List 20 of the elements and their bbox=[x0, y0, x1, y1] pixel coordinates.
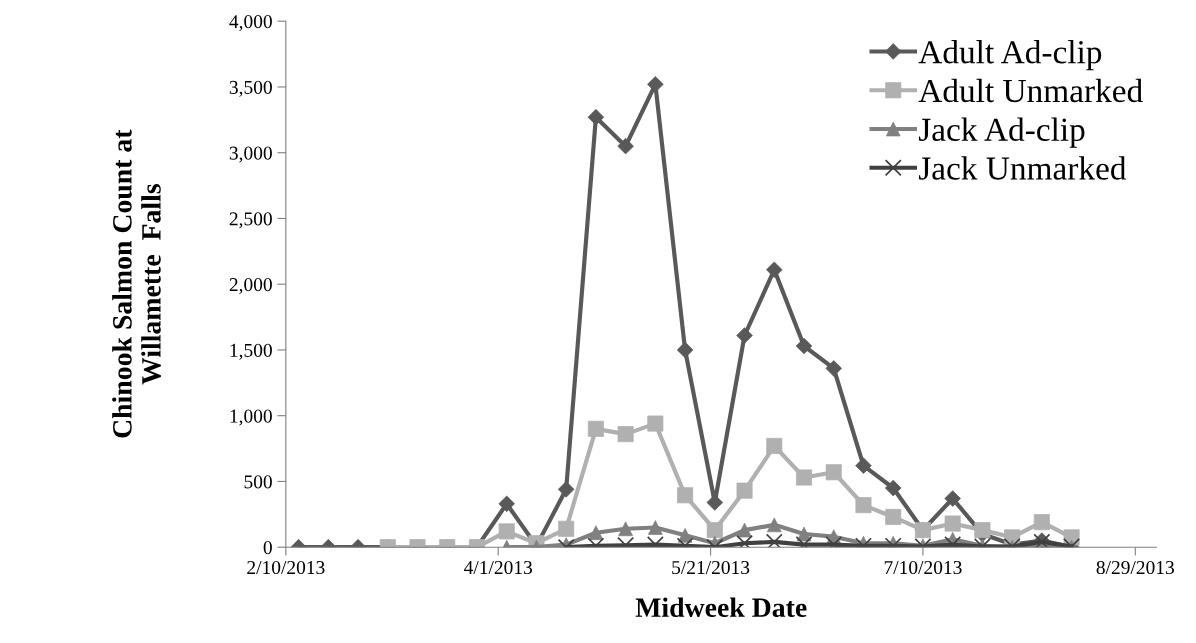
x-axis-title: Midweek Date bbox=[635, 597, 807, 618]
y-tick-label: 500 bbox=[244, 475, 272, 489]
x-tick-label: 4/1/2013 bbox=[464, 560, 533, 575]
x-tick-label: 5/21/2013 bbox=[672, 560, 750, 575]
y-tick-label: 2,500 bbox=[229, 212, 272, 229]
y-tick-label: 0 bbox=[263, 541, 272, 555]
y-tick-label: 2,000 bbox=[229, 278, 272, 294]
y-tick-label: 4,000 bbox=[229, 15, 272, 31]
x-tick-label: 2/10/2013 bbox=[247, 560, 325, 575]
y-tick-label: 3,000 bbox=[229, 146, 272, 163]
y-tick-label: 3,500 bbox=[229, 80, 272, 97]
legend-label: Jack Unmarked bbox=[918, 156, 1127, 180]
y-tick-label: 1,500 bbox=[230, 343, 272, 360]
x-tick-label: 7/10/2013 bbox=[884, 560, 962, 575]
legend-label: Jack Ad-clip bbox=[918, 117, 1085, 148]
legend-label: Adult Ad-clip bbox=[918, 40, 1102, 71]
y-axis-title: Chinook Salmon Count at Willamette Falls bbox=[112, 129, 161, 438]
x-tick-label: 8/29/2013 bbox=[1096, 560, 1174, 575]
y-tick-label: 1,000 bbox=[230, 409, 272, 426]
legend-label: Adult Unmarked bbox=[918, 78, 1143, 103]
